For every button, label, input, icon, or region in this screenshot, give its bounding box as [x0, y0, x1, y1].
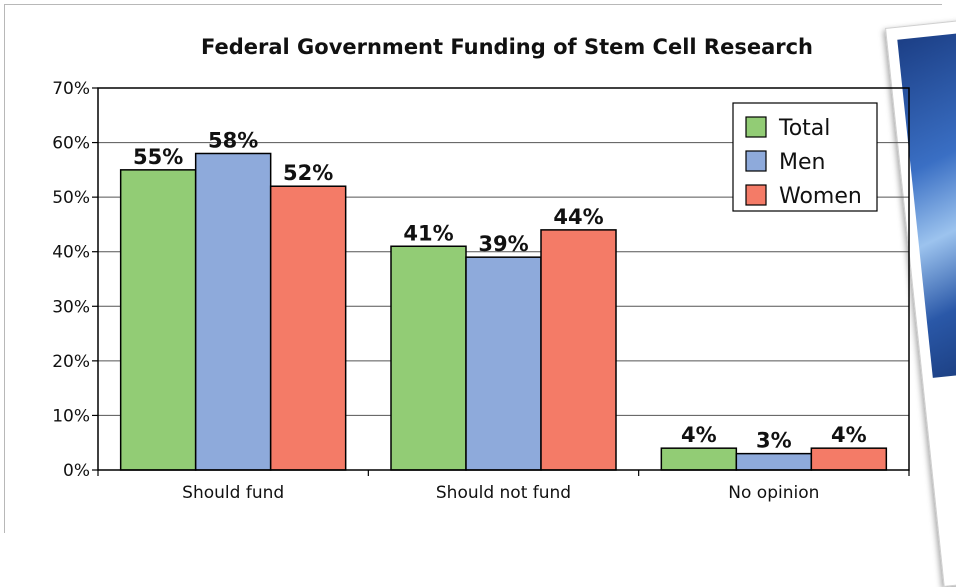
data-label: 4% [681, 423, 717, 447]
bar-women [810, 447, 888, 471]
data-labels: 55% 58% 52% 41% 39% 44% 4% 3% 4% [133, 128, 867, 452]
y-tick-label: 10% [52, 406, 90, 426]
bar-men [735, 452, 813, 471]
y-tick-label: 30% [52, 297, 90, 317]
legend-label: Women [779, 184, 862, 209]
legend-swatch-women [745, 184, 767, 206]
bar-men [194, 152, 272, 471]
y-tick-label: 60% [52, 134, 90, 154]
bar-total [390, 245, 467, 471]
legend-swatch-total [745, 116, 767, 138]
y-tick-label: 50% [52, 188, 90, 208]
bar-total [119, 169, 197, 471]
bars [119, 152, 888, 471]
plot-border [97, 87, 910, 471]
y-tick-label: 20% [52, 352, 90, 372]
legend-label: Men [779, 150, 825, 175]
bar-chart: Federal Government Funding of Stem Cell … [52, 35, 910, 503]
data-label: 58% [208, 128, 258, 152]
data-label: 55% [133, 145, 183, 169]
y-tick-label: 70% [52, 79, 90, 99]
bar-total [660, 447, 738, 471]
data-label: 52% [283, 161, 333, 185]
legend-label: Total [778, 116, 830, 141]
y-axis-ticks: 0% 10% 20% 30% 40% 50% 60% 70% [52, 79, 98, 481]
data-label: 39% [478, 232, 528, 256]
x-tick-label: Should fund [182, 483, 284, 503]
data-label: 4% [831, 423, 867, 447]
bar-women [269, 185, 347, 471]
y-tick-label: 0% [63, 461, 90, 481]
legend-swatch-men [745, 150, 767, 172]
x-tick-label: No opinion [728, 483, 819, 503]
x-tick-label: Should not fund [436, 483, 571, 503]
bar-women [540, 229, 617, 471]
y-tick-label: 40% [52, 243, 90, 263]
chart-title: Federal Government Funding of Stem Cell … [201, 35, 813, 59]
data-label: 41% [403, 221, 453, 245]
data-label: 3% [756, 429, 792, 453]
x-axis-ticks: Should fund Should not fund No opinion [97, 470, 910, 503]
data-label: 44% [553, 205, 603, 229]
figure-frame [4, 4, 942, 533]
bar-men [465, 256, 542, 471]
legend: Total Men Women [732, 102, 878, 212]
